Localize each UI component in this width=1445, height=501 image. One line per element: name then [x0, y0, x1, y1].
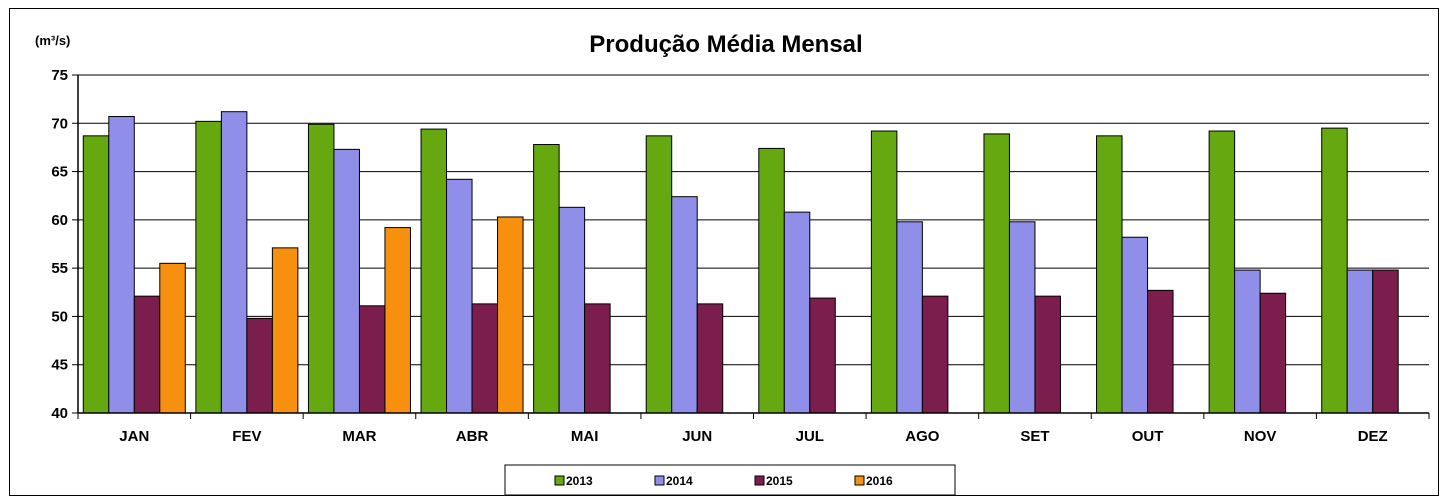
- bar-2013-MAR: [307, 123, 335, 414]
- x-tick-label: JUN: [682, 428, 712, 445]
- bars: [82, 111, 1399, 414]
- bar-2013-MAI: [533, 144, 560, 414]
- y-tick-label: 45: [51, 357, 68, 374]
- bar-2014-ABR: [446, 178, 473, 414]
- bar-2016-MAR: [384, 227, 411, 414]
- y-tick-label: 65: [51, 164, 68, 181]
- bar-2015-ABR: [471, 303, 499, 414]
- legend: 2013 2014 2015 2016: [504, 464, 956, 495]
- bar-2015-JUL: [809, 297, 836, 414]
- gridlines: [78, 74, 1429, 366]
- x-tick-label: DEZ: [1358, 428, 1388, 445]
- bar-2013-OUT: [1096, 135, 1123, 414]
- legend-label-2014: 2014: [666, 474, 693, 488]
- y-tick-label: 75: [51, 67, 68, 84]
- x-tick-label: SET: [1020, 428, 1049, 445]
- chart-title: Produção Média Mensal: [589, 31, 862, 58]
- bar-2015-JUN: [696, 303, 724, 414]
- bar-2013-ABR: [420, 128, 448, 414]
- bar-2014-FEV: [220, 111, 248, 414]
- y-tick-label: 50: [51, 308, 68, 325]
- bar-2013-FEV: [195, 120, 222, 414]
- bar-2014-MAI: [558, 206, 586, 414]
- axes: 40 45 50 55 60 65 70 75 JAN FEV MAR ABR MAI JUN JUL AGO…: [51, 67, 1430, 445]
- bar-2014-JUL: [783, 211, 811, 414]
- y-tick-label: 70: [51, 115, 68, 132]
- x-tick-label: JUL: [796, 428, 824, 445]
- x-tick-label: AGO: [905, 428, 940, 445]
- y-tick-label: 60: [51, 212, 68, 229]
- bar-2014-MAR: [333, 148, 360, 414]
- legend-swatch-2015: [754, 475, 765, 486]
- bar-2014-AGO: [896, 221, 923, 414]
- y-tick-label: 40: [51, 405, 68, 422]
- bar-2015-NOV: [1259, 292, 1287, 414]
- bar-2015-FEV: [246, 317, 273, 414]
- bar-2015-MAI: [584, 303, 611, 414]
- legend-label-2016: 2016: [866, 474, 893, 488]
- bar-2014-JUN: [671, 196, 698, 414]
- bar-2015-MAR: [358, 305, 386, 414]
- bar-2013-NOV: [1208, 130, 1236, 414]
- bar-2015-DEZ: [1372, 269, 1399, 414]
- legend-label-2013: 2013: [566, 474, 593, 488]
- bar-2013-JUN: [645, 135, 673, 414]
- x-tick-label: JAN: [119, 428, 149, 445]
- bar-2015-AGO: [921, 295, 949, 414]
- bar-2014-SET: [1008, 221, 1036, 414]
- legend-box: [504, 464, 956, 495]
- bar-2013-DEZ: [1321, 127, 1348, 414]
- legend-label-2015: 2015: [766, 474, 793, 488]
- chart-svg: (m³/s) Produção Média Mensal 40 45 50 55 60 6…: [35, 31, 1430, 495]
- bar-2014-JAN: [108, 116, 135, 414]
- y-tick-label: 55: [51, 260, 68, 277]
- bar-2015-OUT: [1147, 289, 1174, 414]
- bar-2014-NOV: [1234, 269, 1261, 414]
- bar-2015-SET: [1034, 295, 1061, 414]
- x-tick-label: MAR: [342, 428, 376, 445]
- bar-2013-JUL: [758, 147, 785, 414]
- x-tick-label: ABR: [456, 428, 489, 445]
- legend-swatch-2014: [654, 475, 665, 486]
- chart-frame: (m³/s) Produção Média Mensal 40 45 50 55 60 6…: [9, 8, 1439, 496]
- bar-2013-SET: [983, 133, 1010, 414]
- bar-2015-JAN: [133, 295, 161, 414]
- x-tick-label: FEV: [232, 428, 261, 445]
- x-tick-label: OUT: [1132, 428, 1164, 445]
- x-tick-label: MAI: [571, 428, 599, 445]
- legend-swatch-2016: [854, 475, 865, 486]
- bar-2016-JAN: [159, 262, 186, 414]
- legend-swatch-2013: [554, 475, 565, 486]
- bar-2014-DEZ: [1346, 269, 1374, 414]
- bar-2016-FEV: [271, 247, 299, 414]
- bar-2013-AGO: [870, 130, 898, 414]
- bar-2013-JAN: [82, 135, 110, 414]
- y-unit-label: (m³/s): [35, 33, 70, 48]
- x-tick-label: NOV: [1244, 428, 1277, 445]
- bar-2016-ABR: [497, 216, 524, 414]
- bar-2014-OUT: [1121, 236, 1149, 414]
